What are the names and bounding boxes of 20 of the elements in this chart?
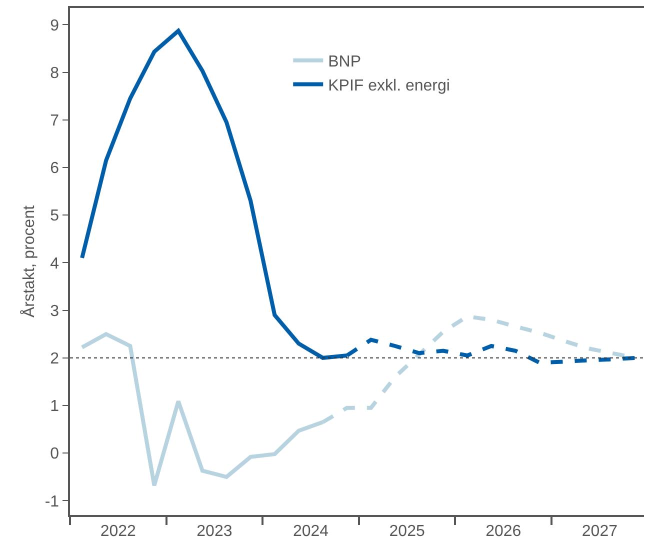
x-tick-label: 2025 <box>389 522 425 540</box>
y-tick-label: 9 <box>50 17 60 34</box>
y-axis-title: Årstakt, procent <box>20 204 38 318</box>
y-tick-label: 4 <box>50 255 60 272</box>
y-tick-label: 6 <box>50 160 60 178</box>
y-tick-label: 1 <box>50 398 60 416</box>
legend-label: BNP <box>328 54 362 71</box>
y-tick-label: -1 <box>44 493 60 510</box>
y-tick-label: 8 <box>50 64 60 82</box>
y-tick-label: 5 <box>50 208 60 225</box>
x-tick-label: 2023 <box>196 522 232 540</box>
y-tick-label: 0 <box>50 446 60 463</box>
x-tick-label: 2026 <box>486 522 522 540</box>
x-tick-label: 2027 <box>582 522 618 540</box>
y-tick-label: 3 <box>50 302 60 320</box>
legend-label: KPIF exkl. energi <box>328 77 450 94</box>
y-tick-label: 2 <box>50 350 60 368</box>
x-tick-label: 2022 <box>100 522 136 540</box>
y-tick-label: 7 <box>50 112 60 130</box>
x-tick-label: 2024 <box>292 522 329 540</box>
